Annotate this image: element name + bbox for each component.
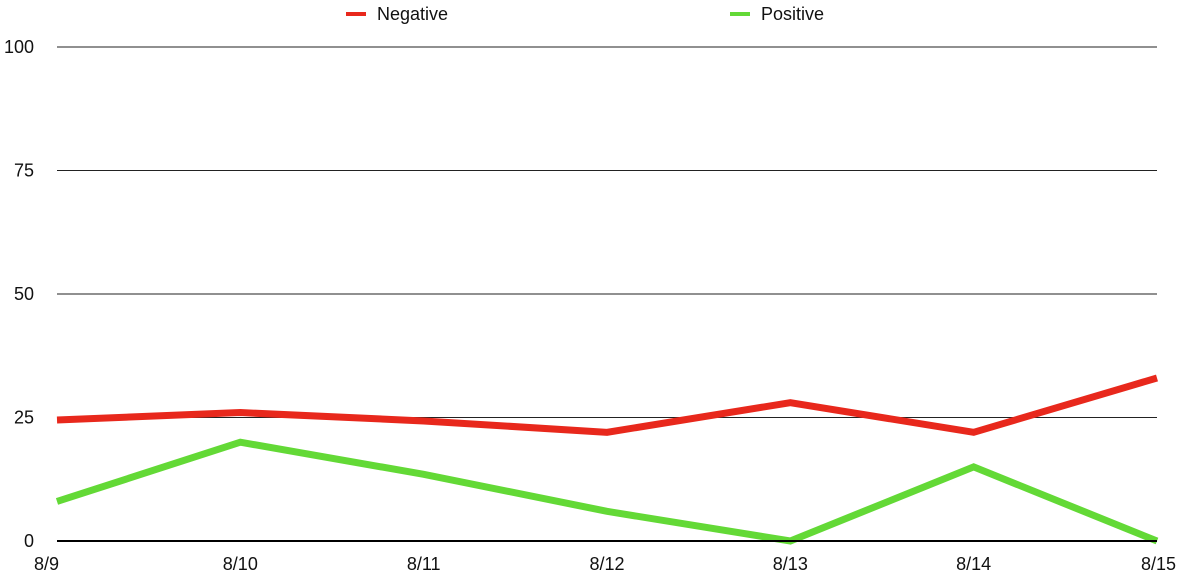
x-tick-label: 8/15: [1141, 554, 1176, 574]
legend-label-negative: Negative: [377, 4, 448, 24]
y-tick-label: 25: [14, 408, 34, 428]
x-tick-label: 8/12: [589, 554, 624, 574]
legend-label-positive: Positive: [761, 4, 824, 24]
y-axis-tick-labels: 0 25 50 75 100: [4, 37, 34, 551]
x-tick-label: 8/10: [223, 554, 258, 574]
series-line-positive: [55, 438, 1159, 545]
series-lines: [55, 374, 1159, 545]
y-tick-label: 100: [4, 37, 34, 57]
x-tick-label: 8/13: [773, 554, 808, 574]
series-line-negative: [56, 374, 1158, 436]
legend: Negative Positive: [346, 4, 824, 24]
y-tick-label: 75: [14, 161, 34, 181]
x-tick-label: 8/9: [34, 554, 59, 574]
x-axis-tick-labels: 8/9 8/10 8/11 8/12 8/13 8/14 8/15: [34, 554, 1176, 574]
x-tick-label: 8/11: [407, 554, 441, 574]
x-tick-label: 8/14: [956, 554, 991, 574]
y-tick-label: 50: [14, 284, 34, 304]
y-tick-label: 0: [24, 531, 34, 551]
gridlines: [57, 46, 1157, 418]
